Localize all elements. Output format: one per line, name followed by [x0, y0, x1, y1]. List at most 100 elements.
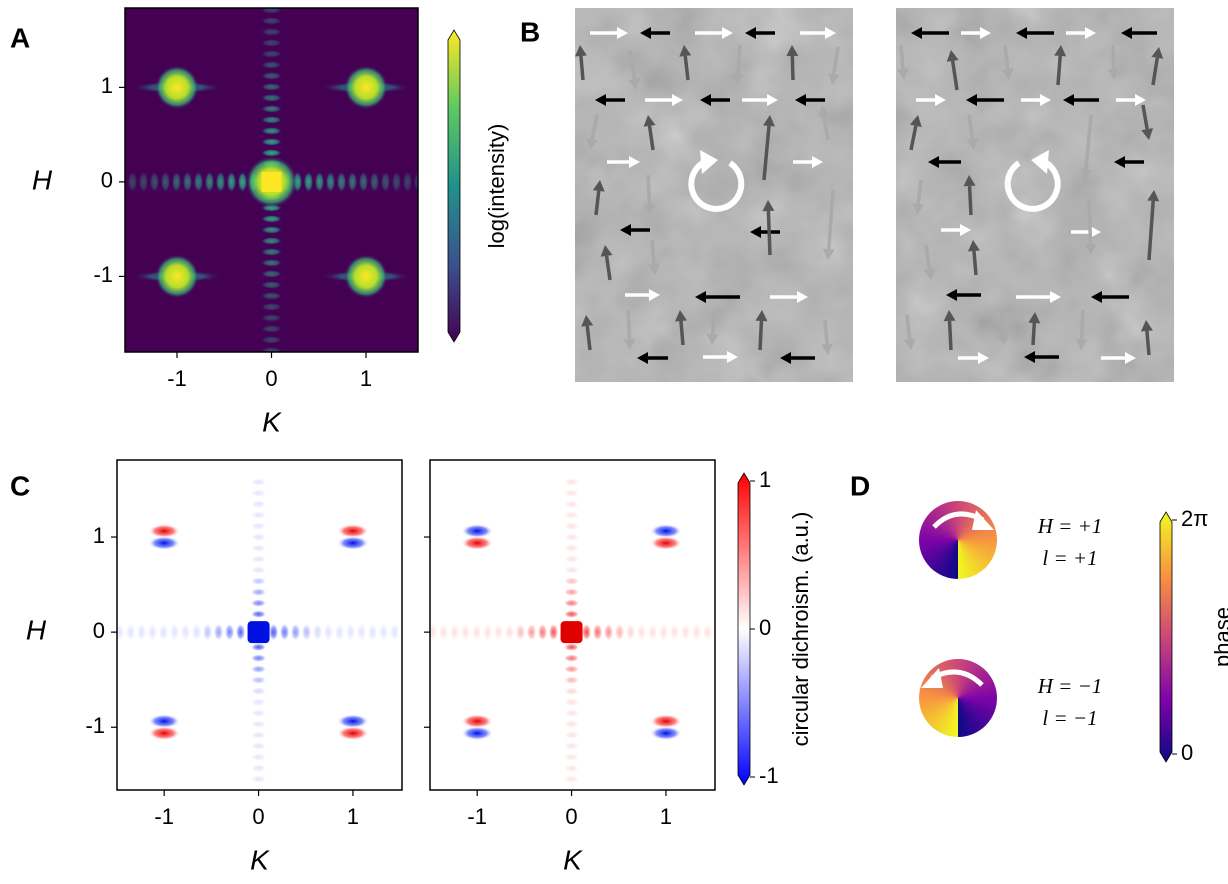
arrow — [950, 321, 951, 350]
streak — [251, 742, 267, 750]
streak — [564, 522, 580, 530]
x-axis-label: K — [563, 844, 583, 875]
streak — [637, 623, 647, 641]
lobe — [148, 714, 180, 728]
streak — [251, 698, 267, 706]
streak — [251, 577, 267, 585]
streak — [439, 623, 449, 641]
streak — [150, 171, 160, 193]
annotation: H = −1 — [1037, 674, 1103, 698]
y-tick-label: 1 — [93, 523, 105, 548]
streak — [139, 171, 149, 193]
streak — [261, 72, 283, 80]
panel-label: B — [520, 16, 540, 47]
spot — [344, 254, 388, 298]
streak — [564, 753, 580, 761]
streak — [659, 623, 669, 641]
streak — [564, 489, 580, 497]
streak — [251, 654, 267, 662]
streak — [564, 709, 580, 717]
curl-arrow — [921, 668, 943, 688]
streak — [205, 171, 215, 193]
streak — [390, 623, 400, 641]
streak — [302, 623, 312, 641]
streak — [261, 314, 283, 322]
streak — [261, 215, 283, 223]
streak — [564, 544, 580, 552]
streak — [261, 116, 283, 124]
streak — [370, 171, 380, 193]
y-axis-label: H — [26, 615, 47, 646]
streak — [251, 500, 267, 508]
y-tick-label: 0 — [101, 168, 113, 193]
lobe — [337, 726, 369, 740]
lobe — [337, 536, 369, 550]
arrow — [581, 56, 583, 80]
streak — [261, 149, 283, 157]
y-tick-label: -1 — [85, 713, 105, 738]
arrow — [1001, 310, 1003, 334]
x-tick-label: 1 — [347, 804, 359, 829]
panel-label: A — [10, 22, 30, 53]
streak — [261, 248, 283, 256]
streak — [564, 588, 580, 596]
streak — [181, 623, 191, 641]
streak — [564, 720, 580, 728]
annotation: l = +1 — [1042, 546, 1097, 570]
streak — [564, 676, 580, 684]
streak — [251, 665, 267, 673]
x-tick-label: 0 — [252, 804, 264, 829]
streak — [261, 17, 283, 25]
lobe — [148, 524, 180, 538]
streak — [137, 623, 147, 641]
streak — [251, 720, 267, 728]
streak — [703, 623, 713, 641]
lobe — [461, 524, 493, 538]
streak — [564, 775, 580, 783]
streak — [564, 566, 580, 574]
streak — [461, 623, 471, 641]
x-tick-label: 1 — [660, 804, 672, 829]
arrow — [1082, 310, 1083, 339]
streak — [172, 171, 182, 193]
streak — [251, 709, 267, 717]
lobe — [461, 726, 493, 740]
arrow — [1089, 200, 1091, 244]
spot — [344, 65, 388, 109]
streak — [251, 764, 267, 772]
streak — [261, 28, 283, 36]
lobe — [148, 726, 180, 740]
streak — [564, 687, 580, 695]
x-tick-label: 0 — [265, 366, 277, 391]
streak — [203, 623, 213, 641]
colorbar-tick-label: 1 — [759, 467, 771, 492]
heatmap-image — [95, 6, 446, 355]
streak — [313, 623, 323, 641]
streak — [261, 270, 283, 278]
streak — [261, 226, 283, 234]
streak — [261, 138, 283, 146]
arrow — [1033, 323, 1034, 345]
streak — [261, 39, 283, 47]
streak — [251, 588, 267, 596]
x-tick-label: -1 — [154, 804, 174, 829]
streak — [148, 623, 158, 641]
colorbar-label: circular dichroism. (a.u.) — [788, 512, 813, 747]
arrow — [768, 211, 770, 255]
streak — [425, 171, 435, 193]
y-tick-label: 1 — [101, 73, 113, 98]
arrow — [713, 312, 714, 334]
lobe — [337, 714, 369, 728]
arrow — [648, 175, 649, 204]
streak — [564, 533, 580, 541]
streak — [505, 623, 515, 641]
arrow — [1113, 45, 1114, 69]
lobe — [461, 714, 493, 728]
streak — [692, 623, 702, 641]
streak — [564, 610, 580, 618]
streak — [304, 171, 314, 193]
arrow — [681, 321, 683, 345]
streak — [403, 171, 413, 193]
streak — [564, 665, 580, 673]
spot — [155, 65, 199, 109]
